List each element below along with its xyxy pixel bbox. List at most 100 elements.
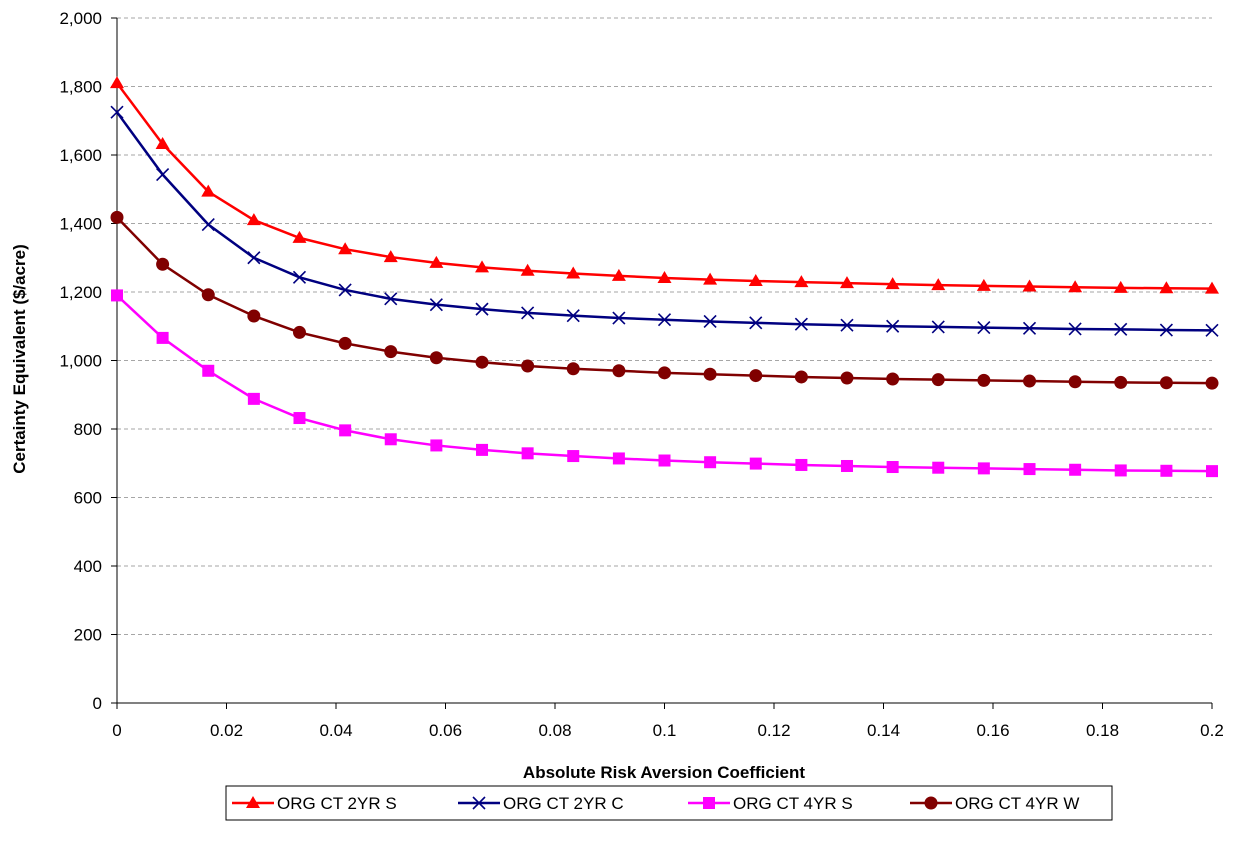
x-tick-label: 0.02 [210,721,243,740]
data-point [931,320,945,334]
data-point [247,392,260,405]
data-point [840,371,854,385]
data-point [338,283,352,297]
data-point [384,345,398,359]
x-tick-labels: 0 0.02 0.04 0.06 0.08 0.1 0.12 0.14 0.16 0.18 0.2 [112,721,1224,740]
y-tick-labels: 0 200 400 600 800 1,000 1,200 1,400 1,600 1,800 2,… [59,9,102,713]
data-point [749,457,762,470]
data-point [475,302,489,316]
data-point [977,373,991,387]
data-point [1159,281,1174,294]
series-line [115,111,1213,332]
data-point [293,412,306,425]
data-point [658,366,671,380]
x-tick-label: 0.14 [867,721,900,740]
data-point [292,325,306,339]
data-point [886,319,900,333]
data-point [1205,281,1219,294]
data-point [1114,375,1128,389]
data-point [156,331,169,344]
data-point [1114,322,1128,336]
data-point [247,251,261,265]
data-point [155,137,170,150]
series-4 [110,210,1219,390]
series-3 [111,289,1218,478]
data-point [1113,280,1128,293]
data-point [383,250,398,263]
data-point [384,433,397,446]
legend-label: ORG CT 4YR S [733,794,853,813]
y-tick-label: 800 [74,420,102,439]
data-point [110,76,124,89]
series-1 [110,76,1219,294]
data-point [794,370,808,384]
data-point [886,372,900,386]
data-point [339,424,352,437]
x-tick-label: 0.18 [1086,721,1119,740]
legend-swatch-marker [703,797,715,809]
data-point [156,167,170,182]
data-point [1069,463,1082,476]
legend-swatch-marker [924,796,938,810]
data-point [1205,323,1219,337]
data-point [840,459,853,472]
data-point [749,316,763,330]
data-point [566,362,580,376]
series-group [110,76,1219,478]
data-point [246,213,261,226]
data-point [521,306,535,320]
data-point [429,298,443,312]
data-point [703,367,717,381]
data-point [1022,321,1037,335]
y-tick-label: 2,000 [59,9,102,28]
x-tick-label: 0.12 [757,721,790,740]
y-tick-label: 1,600 [59,146,102,165]
y-axis-title: Certainty Equivalent ($/acre) [10,244,29,474]
data-point [703,272,718,285]
x-tick-label: 0.1 [653,721,677,740]
data-point [521,447,534,460]
y-tick-label: 1,000 [59,352,102,371]
data-point [794,317,808,331]
data-point [1206,465,1218,478]
data-point [476,443,489,456]
data-point [658,454,671,467]
legend: ORG CT 2YR S ORG CT 2YR C ORG CT 4YR S ORG … [225,785,1113,821]
x-tick-label: 0.04 [319,721,352,740]
x-tick-label: 0.06 [429,721,462,740]
data-point [977,462,990,475]
y-tick-label: 1,800 [59,78,102,97]
data-point [1205,376,1219,390]
data-point [156,257,170,271]
data-point [885,277,900,290]
data-point [749,369,763,383]
data-point [110,210,124,224]
data-point [931,278,946,291]
data-point [657,270,672,283]
x-tick-label: 0.2 [1200,721,1224,740]
data-point [657,313,672,327]
data-point [110,105,124,119]
data-point [1160,464,1173,477]
data-point [384,292,398,306]
y-tick-label: 1,400 [59,215,102,234]
series-line [115,82,1213,290]
data-point [886,461,899,474]
series-line [116,216,1213,385]
data-point [201,184,216,197]
legend-label: ORG CT 4YR W [955,794,1079,813]
legend-label: ORG CT 2YR C [503,794,624,813]
legend-swatch-marker [246,796,260,808]
data-point [292,270,307,284]
data-point [977,321,991,335]
data-point [976,278,991,291]
data-point [1114,464,1127,477]
legend-label: ORG CT 2YR S [277,794,397,813]
data-point [566,266,581,279]
data-point [201,288,215,302]
data-point [521,359,535,373]
x-tick-label: 0 [112,721,121,740]
series-2 [110,105,1219,337]
data-point [429,351,443,365]
